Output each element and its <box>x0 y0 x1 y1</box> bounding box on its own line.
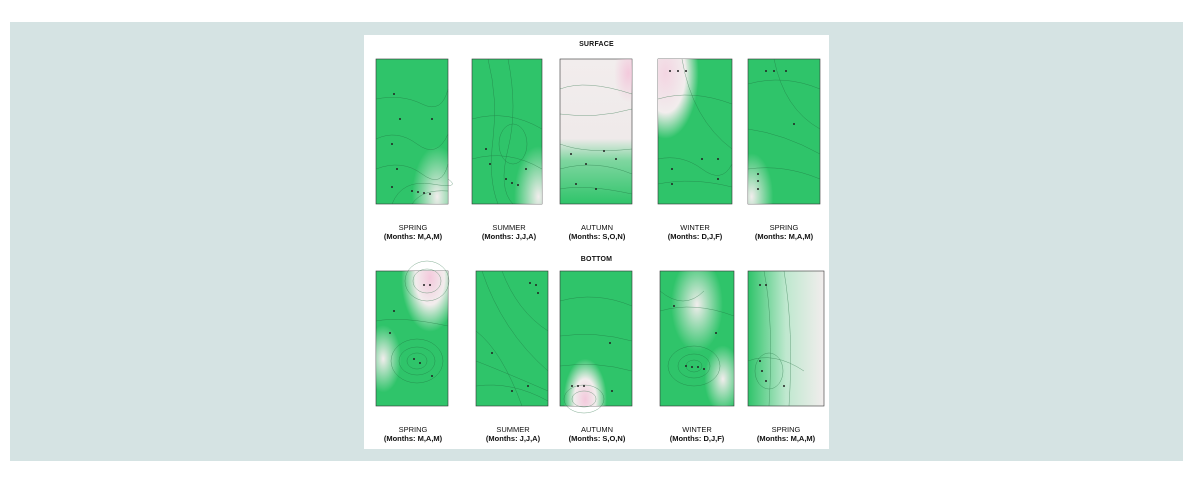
contour-map <box>659 270 735 407</box>
bottom-panel-3 <box>556 270 636 414</box>
caption-surface-1: SPRING (Months: M,A,M) <box>383 223 443 241</box>
contour-map <box>559 58 633 205</box>
contour-map <box>747 270 825 407</box>
contour-map <box>559 270 633 414</box>
caption-surface-3: AUTUMN (Months: S,O,N) <box>568 223 626 241</box>
row-title-surface: SURFACE <box>579 41 614 48</box>
caption-bottom-1: SPRING (Months: M,A,M) <box>383 425 443 443</box>
caption-bottom-3: AUTUMN (Months: S,O,N) <box>568 425 626 443</box>
caption-surface-4: WINTER (Months: D,J,F) <box>667 223 723 241</box>
contour-map <box>375 58 453 205</box>
contour-map <box>475 270 549 407</box>
caption-surface-2: SUMMER (Months: J,J,A) <box>481 223 537 241</box>
surface-panel-3 <box>556 58 636 211</box>
bottom-panel-4 <box>654 270 738 413</box>
contour-map <box>375 260 450 407</box>
caption-bottom-5: SPRING (Months: M,A,M) <box>756 425 816 443</box>
bottom-panel-2 <box>472 270 552 413</box>
contour-map <box>657 58 733 205</box>
contour-map <box>747 58 821 205</box>
caption-bottom-2: SUMMER (Months: J,J,A) <box>485 425 541 443</box>
caption-bottom-4: WINTER (Months: D,J,F) <box>669 425 725 443</box>
contour-map <box>471 58 543 205</box>
surface-panel-5 <box>744 58 824 211</box>
contour-figure: SURFACE SPRING (Months: M,A,M) <box>364 35 829 449</box>
surface-panel-2 <box>468 58 548 211</box>
surface-panel-1 <box>372 58 453 211</box>
bottom-panel-1 <box>372 260 452 413</box>
row-title-bottom: BOTTOM <box>580 256 613 263</box>
bottom-panel-5 <box>744 270 828 413</box>
caption-surface-5: SPRING (Months: M,A,M) <box>754 223 814 241</box>
surface-panel-4 <box>652 58 736 211</box>
